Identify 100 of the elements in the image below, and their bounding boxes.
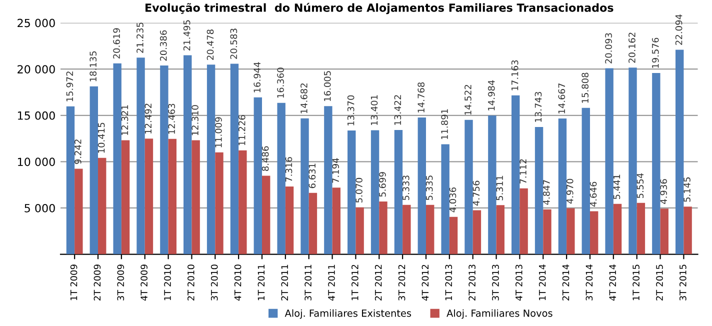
bar (206, 64, 216, 254)
bar (418, 118, 426, 254)
bar (238, 150, 247, 254)
x-tick-label: 3T 2009 (117, 264, 124, 300)
x-tick-label: 4T 2011 (328, 264, 335, 301)
bar (636, 202, 646, 254)
bar (66, 106, 75, 254)
data-label: 18.135 (90, 51, 97, 82)
bar (684, 206, 692, 254)
data-label: 11.891 (441, 109, 448, 140)
bar (121, 140, 130, 254)
bar (300, 118, 309, 254)
data-label: 5.335 (426, 176, 433, 200)
data-label: 20.386 (160, 30, 167, 61)
bar (628, 68, 637, 254)
x-tick-label: 1T 2010 (164, 264, 171, 300)
x-tick-label: 2T 2013 (468, 264, 476, 300)
bar (520, 188, 528, 254)
data-label: 5.554 (636, 173, 644, 198)
data-label: 5.145 (684, 177, 690, 202)
data-label: 7.316 (285, 157, 292, 182)
x-tick-label: 3T 2014 (586, 264, 593, 300)
data-label: 14.768 (418, 82, 425, 112)
data-label: 17.163 (511, 60, 518, 90)
data-label: 15.972 (66, 72, 74, 102)
bar (613, 204, 622, 254)
data-label: 13.401 (370, 95, 378, 126)
x-tick-label: 3T 2013 (492, 264, 499, 300)
data-label: 4.646 (590, 182, 597, 207)
data-label: 22.094 (675, 14, 682, 45)
data-label: 5.070 (356, 178, 362, 202)
bar (230, 64, 239, 254)
data-label: 5.333 (402, 176, 410, 200)
data-label: 10.415 (98, 122, 105, 153)
data-label: 4.756 (472, 180, 480, 206)
data-label: 5.699 (379, 172, 386, 197)
x-tick-label: 3T 2012 (398, 264, 406, 300)
x-tick-label: 1T 2015 (632, 264, 640, 300)
bar (512, 95, 520, 254)
bar (464, 120, 473, 254)
x-tick-label: 1T 2014 (538, 264, 546, 300)
x-tick-label: 2T 2012 (374, 264, 382, 300)
x-tick-label: 2T 2010 (188, 264, 194, 300)
data-label: 14.682 (300, 83, 308, 114)
x-tick-label: 4T 2012 (422, 264, 429, 301)
data-label: 20.478 (206, 30, 214, 60)
x-tick-label: 4T 2014 (609, 264, 616, 301)
data-label: 21.495 (183, 20, 190, 50)
data-label: 11.009 (215, 117, 222, 148)
data-label: 20.162 (628, 32, 636, 63)
x-tick-label: 2T 2011 (281, 264, 288, 300)
data-label: 19.576 (652, 38, 659, 68)
legend-label: Aloj. Familiares Existentes (284, 309, 412, 319)
data-label: 12.310 (192, 105, 198, 136)
x-tick-label: 4T 2009 (140, 264, 148, 301)
bar (441, 144, 450, 254)
bar (449, 216, 458, 254)
bar (660, 208, 668, 254)
y-tick-label: 5 000 (24, 204, 55, 212)
data-label: 16.005 (324, 71, 331, 101)
bar (676, 50, 684, 254)
data-label: 16.360 (277, 68, 284, 98)
x-tick-label: 2T 2015 (656, 264, 663, 300)
x-tick-label: 3T 2011 (304, 264, 312, 300)
bar (426, 204, 434, 254)
bar (324, 106, 332, 254)
data-label: 7.112 (520, 159, 526, 184)
x-tick-label: 4T 2013 (516, 264, 522, 301)
data-label: 20.583 (230, 28, 238, 59)
bar (168, 138, 176, 254)
data-label: 14.984 (488, 80, 495, 110)
y-tick-label: 10 000 (18, 158, 55, 166)
x-tick-label: 1T 2011 (258, 264, 265, 300)
x-tick-label: 1T 2012 (352, 264, 358, 300)
x-tick-label: 3T 2010 (210, 264, 218, 300)
data-label: 16.944 (254, 62, 261, 92)
data-label: 20.093 (605, 33, 612, 64)
bar (184, 55, 192, 254)
data-label: 7.194 (332, 158, 340, 183)
bar (356, 207, 364, 254)
bar (590, 211, 598, 254)
bar (308, 192, 318, 254)
bar (98, 158, 106, 254)
x-tick-label: 3T 2015 (679, 264, 686, 300)
bar (402, 204, 411, 254)
bar (496, 205, 504, 254)
bar (90, 86, 98, 254)
bar (144, 138, 154, 254)
data-label: 14.522 (464, 84, 472, 115)
bar (534, 127, 544, 254)
data-label: 12.463 (168, 104, 176, 134)
bar (136, 58, 145, 254)
bar (379, 202, 388, 254)
data-label: 13.743 (534, 92, 542, 122)
x-tick-label: 2T 2014 (562, 264, 570, 300)
data-label: 4.847 (543, 180, 550, 205)
bar (558, 118, 567, 254)
bar (262, 176, 270, 254)
bar (192, 140, 200, 254)
bar (215, 152, 224, 254)
